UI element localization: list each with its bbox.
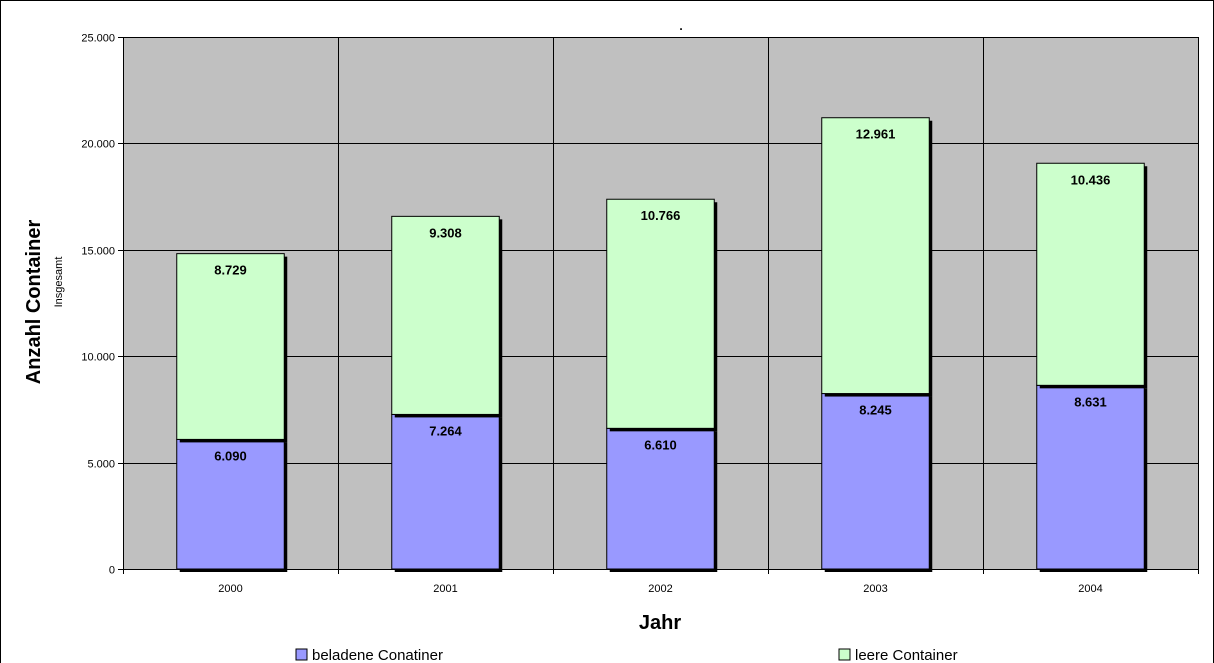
- legend: beladene Conatiner leere Container: [295, 647, 958, 663]
- data-label: 6.090: [214, 448, 247, 463]
- x-tick-label: 2000: [218, 583, 242, 595]
- y-tick-label: 0: [109, 565, 115, 577]
- bar-empty-2003: [821, 117, 930, 395]
- data-label: 6.610: [644, 437, 677, 452]
- bar-loaded-2003: [821, 393, 930, 570]
- y-tick-label: 10.000: [81, 352, 115, 364]
- y-tick-label: 20.000: [81, 139, 115, 151]
- x-tick-label: 2003: [863, 583, 887, 595]
- data-label: 8.631: [1074, 394, 1107, 409]
- x-tick-label: 2004: [1078, 583, 1102, 595]
- bar-empty-2004: [1036, 162, 1145, 386]
- y-axis-subtitle: Insgesamt: [53, 257, 65, 308]
- data-label: 12.961: [856, 127, 896, 142]
- tick-labels: 0 5.000 10.000 15.000 20.000 25.000 2000 2001 20…: [81, 33, 1102, 596]
- bar-loaded-2004: [1036, 384, 1145, 570]
- data-label: 10.436: [1071, 172, 1111, 187]
- legend-label: leere Container: [855, 647, 958, 663]
- legend-swatch: [838, 648, 851, 661]
- gridlines: [123, 37, 1199, 569]
- x-axis-title: Jahr: [639, 612, 681, 634]
- data-label: 8.245: [859, 403, 892, 418]
- chart-title-mark: .: [679, 19, 682, 33]
- y-tick-label: 15.000: [81, 246, 115, 258]
- legend-label: beladene Conatiner: [312, 647, 443, 663]
- bar-loaded-2000: [176, 438, 285, 570]
- y-tick-label: 5.000: [87, 459, 115, 471]
- bar-empty-2000: [176, 253, 285, 440]
- bar-loaded-2002: [606, 427, 715, 570]
- data-label: 10.766: [641, 208, 681, 223]
- y-axis-title: Anzahl Container: [23, 220, 45, 385]
- bar-loaded-2001: [391, 413, 500, 570]
- x-tick-label: 2001: [433, 583, 457, 595]
- data-label: 9.308: [429, 225, 462, 240]
- axes: [118, 37, 1199, 574]
- data-labels: 6.090 8.729 7.264 9.308 6.610 10.766 8.245 12.9…: [214, 127, 1110, 464]
- bar-empty-2001: [391, 215, 500, 415]
- bar-empty-2002: [606, 198, 715, 429]
- bar-series: [176, 117, 1148, 572]
- data-label: 7.264: [429, 423, 462, 438]
- data-label: 8.729: [214, 263, 247, 278]
- y-tick-label: 25.000: [81, 33, 115, 45]
- legend-swatch: [295, 648, 308, 661]
- x-tick-label: 2002: [648, 583, 672, 595]
